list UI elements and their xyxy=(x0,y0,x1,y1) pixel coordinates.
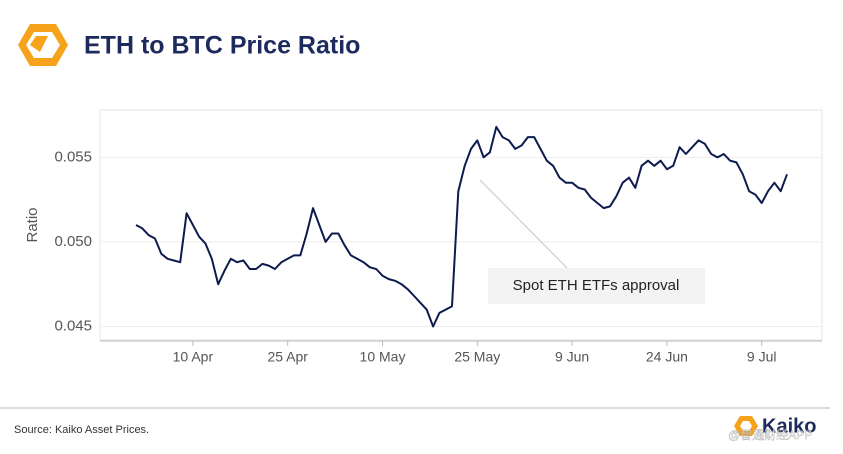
source: Source: Kaiko Asset Prices. xyxy=(14,424,149,436)
brand-logo xyxy=(734,416,758,436)
x-tick-label: 25 Apr xyxy=(267,349,308,365)
plot-frame xyxy=(99,109,823,341)
logo xyxy=(18,24,68,66)
x-tick-label: 10 May xyxy=(360,349,406,365)
x-tick-label: 24 Jun xyxy=(646,349,688,365)
x-tick-label: 9 Jul xyxy=(747,349,777,365)
brand-name: Kaiko xyxy=(762,415,816,437)
chart-title: ETH to BTC Price Ratio xyxy=(84,32,360,60)
watermark: @智通财经APP xyxy=(728,427,812,442)
price-ratio-line xyxy=(135,125,788,328)
annotation-arrow xyxy=(479,179,568,269)
y-tick-label: 0.045 xyxy=(54,317,92,334)
y-tick-label: 0.050 xyxy=(54,233,92,250)
x-tick-label: 9 Jun xyxy=(555,349,589,365)
annotation-text: Spot ETH ETFs approval xyxy=(513,277,680,294)
x-tick-label: 25 May xyxy=(454,349,500,365)
y-axis-label: Ratio xyxy=(24,207,41,242)
x-tick-label: 10 Apr xyxy=(173,349,214,365)
annotation-box xyxy=(488,268,705,304)
y-tick-label: 0.055 xyxy=(54,148,92,165)
